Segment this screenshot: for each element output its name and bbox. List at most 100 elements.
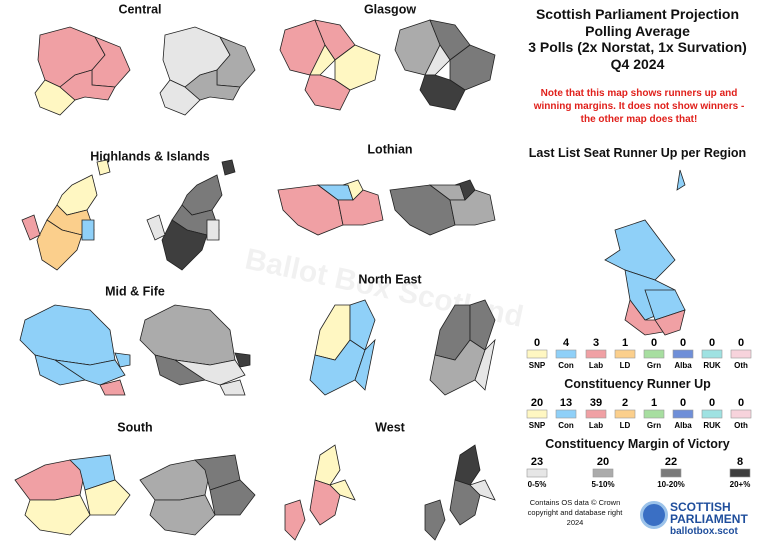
margin-map — [139, 454, 256, 536]
constituency — [184, 69, 241, 101]
count: 39 — [590, 397, 602, 409]
credit: Contains OS data © Crown copyright and d… — [520, 498, 630, 528]
logo: SCOTTISH PARLIAMENT ballotbox.scot — [640, 497, 765, 539]
credit-line: copyright and database right 2024 — [527, 508, 623, 527]
constituency — [84, 479, 131, 516]
section-title: Last List Seat Runner Up per Region — [528, 146, 747, 160]
label: RUK — [703, 421, 721, 430]
label: 10-20% — [657, 480, 685, 489]
count: 13 — [560, 397, 572, 409]
constituency — [81, 219, 95, 241]
constituency — [314, 444, 341, 486]
constituency — [221, 159, 236, 176]
runner-up-map — [21, 159, 111, 271]
swatch — [730, 409, 752, 419]
region-label: Glasgow — [364, 2, 416, 16]
region — [676, 169, 686, 191]
swatch — [585, 349, 607, 359]
constituency — [139, 459, 211, 501]
runner-up-map — [14, 454, 131, 536]
region — [604, 219, 676, 281]
label: Con — [558, 361, 574, 370]
margin-map — [394, 19, 496, 111]
swatch — [660, 468, 682, 478]
constituency — [342, 179, 364, 201]
region-label: Lothian — [367, 142, 412, 156]
region-label: Highlands & Islands — [90, 149, 210, 163]
swatch — [526, 409, 548, 419]
count: 0 — [534, 337, 540, 349]
count: 0 — [680, 337, 686, 349]
constituency — [24, 494, 91, 536]
constituency — [469, 299, 496, 351]
swatch — [526, 349, 548, 359]
region-label: North East — [358, 272, 422, 286]
constituency — [99, 379, 126, 396]
constituency — [469, 479, 496, 501]
count: 8 — [737, 456, 743, 468]
swatch — [643, 349, 665, 359]
swatch — [555, 409, 577, 419]
label: Oth — [734, 421, 748, 430]
label: 0-5% — [528, 480, 547, 489]
title-line: Polling Average — [585, 22, 690, 39]
logo-mark — [640, 501, 668, 529]
constituency — [14, 459, 86, 501]
margin-map — [429, 299, 496, 396]
count: 2 — [622, 397, 628, 409]
swatch — [672, 349, 694, 359]
constituency — [149, 494, 216, 536]
label: 5-10% — [591, 480, 614, 489]
margin-map — [424, 444, 496, 541]
credit-line: Contains OS data © Crown — [529, 498, 621, 507]
margin-map — [389, 179, 496, 236]
constituency — [21, 214, 41, 241]
label: LD — [620, 421, 631, 430]
title-line: Q4 2024 — [610, 55, 665, 72]
label: 20+% — [730, 480, 751, 489]
logo-text: SCOTTISH — [670, 500, 731, 514]
margin-map — [146, 159, 236, 271]
region — [654, 309, 686, 336]
margin-map — [139, 304, 251, 396]
label: Alba — [674, 421, 692, 430]
constituency — [454, 444, 481, 486]
label: Grn — [647, 361, 661, 370]
label: Lab — [589, 421, 603, 430]
label: Grn — [647, 421, 661, 430]
runner-up-map — [284, 444, 356, 541]
count: 0 — [651, 337, 657, 349]
constituency — [304, 74, 351, 111]
title-line: 3 Polls (2x Norstat, 1x Survation) — [528, 39, 747, 55]
label: SNP — [529, 421, 546, 430]
count: 20 — [597, 456, 609, 468]
constituency — [56, 174, 98, 216]
runner-up-map — [279, 19, 381, 111]
swatch — [592, 468, 614, 478]
swatch — [585, 409, 607, 419]
constituency — [181, 174, 223, 216]
constituency — [209, 479, 256, 516]
label: Oth — [734, 361, 748, 370]
label: Con — [558, 421, 574, 430]
count: 0 — [680, 397, 686, 409]
constituency — [59, 69, 116, 101]
count: 4 — [563, 337, 570, 349]
runner-up-map — [309, 299, 376, 396]
region-label: West — [375, 420, 405, 434]
title-line: Scottish Parliament Projection — [535, 6, 740, 22]
constituency — [284, 499, 306, 541]
constituency — [96, 159, 111, 176]
note: Note that this map shows runners up and … — [533, 88, 745, 125]
count: 23 — [531, 456, 543, 468]
constituency — [146, 214, 166, 241]
constituency — [206, 219, 220, 241]
swatch — [526, 468, 548, 478]
swatch — [701, 349, 723, 359]
section-title: Constituency Runner Up — [564, 377, 711, 391]
label: SNP — [529, 361, 546, 370]
constituency — [454, 179, 476, 201]
label: Alba — [674, 361, 692, 370]
